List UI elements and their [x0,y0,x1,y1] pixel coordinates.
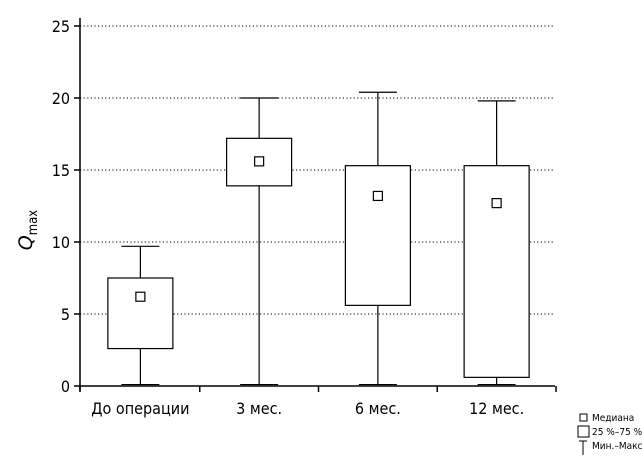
legend-item-2: Мин.–Макс [579,441,642,455]
y-tick-label-20: 20 [52,89,70,108]
legend-item-1: 25 %–75 % [578,426,642,438]
legend-label-0: Медиана [592,413,634,424]
x-tick-label-1: 3 мес. [236,399,282,418]
box-iqr [108,278,173,349]
x-tick-label-0: До операции [91,399,189,418]
box-iqr [464,166,529,378]
median-marker [373,191,382,200]
box-1 [227,98,292,385]
tick-labels: 0 5 10 15 20 25 До операции 3 мес. 6 мес. 12 мес. [52,17,524,418]
box-0 [108,246,173,384]
x-tick-label-3: 12 мес. [469,399,524,418]
y-tick-label-15: 15 [52,161,70,180]
legend: Медиана 25 %–75 % Мин.–Макс [578,413,642,455]
median-marker [136,292,145,301]
x-tick-label-2: 6 мес. [355,399,401,418]
legend-label-1: 25 %–75 % [592,427,642,438]
legend-median-icon [580,414,587,421]
legend-item-0: Медиана [580,413,634,424]
y-tick-label-10: 10 [52,233,70,252]
boxes [108,92,529,384]
box-3 [464,101,529,385]
y-tick-label-5: 5 [61,305,70,324]
median-marker [492,199,501,208]
box-iqr [345,166,410,306]
y-axis-label: Qmax [15,210,41,251]
y-tick-label-0: 0 [61,377,70,396]
median-marker [255,157,264,166]
legend-label-2: Мин.–Макс [592,441,642,452]
legend-box-icon [578,426,589,437]
box-2 [345,92,410,384]
y-tick-label-25: 25 [52,17,70,36]
